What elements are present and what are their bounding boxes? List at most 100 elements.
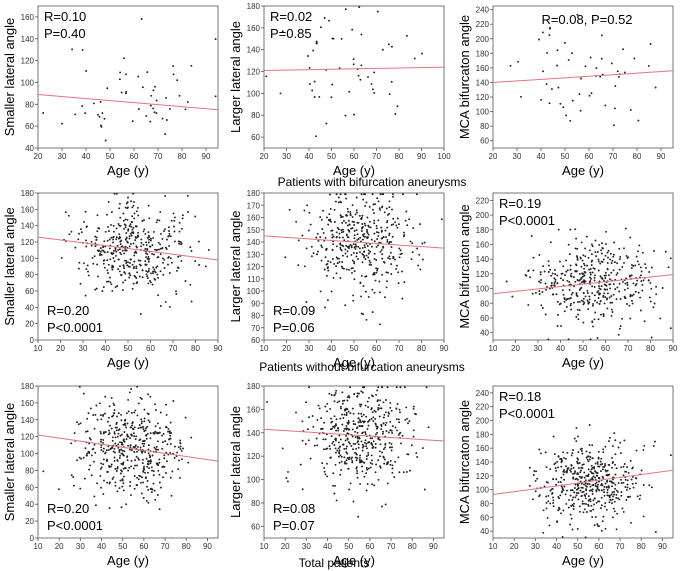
x-tick-label: 70 bbox=[387, 542, 396, 551]
data-point bbox=[556, 274, 559, 277]
y-tick-label: 150 bbox=[247, 226, 261, 235]
data-point bbox=[114, 247, 117, 250]
data-point bbox=[77, 423, 80, 426]
data-point bbox=[405, 210, 408, 213]
data-point bbox=[569, 264, 572, 267]
data-point bbox=[354, 430, 357, 433]
data-point bbox=[90, 474, 93, 477]
data-point bbox=[563, 485, 566, 488]
data-point bbox=[534, 291, 537, 294]
data-point bbox=[144, 263, 147, 266]
data-point bbox=[108, 429, 111, 432]
data-point bbox=[624, 470, 627, 473]
data-point bbox=[315, 437, 318, 440]
data-point bbox=[582, 511, 585, 514]
data-point bbox=[176, 266, 179, 269]
data-point bbox=[366, 237, 369, 240]
data-point bbox=[129, 444, 132, 447]
data-point bbox=[339, 243, 342, 246]
data-point bbox=[281, 30, 284, 33]
data-point bbox=[279, 92, 282, 95]
data-point bbox=[365, 489, 368, 492]
data-point bbox=[664, 250, 667, 253]
data-point bbox=[366, 400, 369, 403]
data-point bbox=[146, 425, 149, 428]
data-point bbox=[155, 221, 158, 224]
data-point bbox=[567, 338, 570, 341]
data-point bbox=[123, 419, 126, 422]
data-point bbox=[351, 407, 354, 410]
data-point bbox=[359, 78, 362, 81]
data-point bbox=[572, 476, 575, 479]
data-point bbox=[605, 470, 608, 473]
data-point bbox=[637, 263, 640, 266]
data-point bbox=[106, 481, 109, 484]
y-tick-label: 60 bbox=[480, 137, 489, 146]
data-point bbox=[141, 462, 144, 465]
y-tick-label: 0 bbox=[30, 336, 35, 345]
x-tick-label: 40 bbox=[327, 344, 336, 353]
data-point bbox=[604, 527, 607, 530]
data-point bbox=[134, 409, 137, 412]
y-tick-label: 180 bbox=[476, 49, 490, 58]
data-point bbox=[122, 475, 125, 478]
data-point bbox=[395, 418, 398, 421]
data-point bbox=[567, 243, 570, 246]
data-point bbox=[329, 407, 332, 410]
data-point bbox=[610, 493, 613, 496]
data-point bbox=[339, 193, 342, 196]
data-point bbox=[116, 435, 119, 438]
data-point bbox=[591, 321, 594, 324]
data-point bbox=[586, 455, 589, 458]
data-point bbox=[626, 257, 629, 259]
data-point bbox=[378, 415, 381, 418]
data-point bbox=[351, 428, 354, 431]
data-point bbox=[561, 535, 564, 538]
data-point bbox=[373, 91, 376, 94]
data-point bbox=[367, 406, 370, 409]
data-point bbox=[114, 451, 116, 454]
data-point bbox=[590, 253, 593, 256]
data-point bbox=[616, 490, 619, 493]
y-tick-label: 80 bbox=[25, 271, 34, 280]
data-point bbox=[155, 445, 158, 448]
data-point bbox=[354, 243, 357, 246]
data-point bbox=[602, 294, 605, 297]
data-point bbox=[328, 392, 331, 395]
data-point bbox=[346, 236, 349, 239]
data-point bbox=[579, 510, 581, 513]
data-point bbox=[325, 247, 328, 250]
y-tick-label: 180 bbox=[247, 382, 261, 391]
data-point bbox=[100, 440, 102, 443]
data-point bbox=[630, 267, 633, 270]
data-point bbox=[114, 442, 117, 445]
data-point bbox=[551, 293, 554, 296]
data-point bbox=[368, 225, 370, 228]
data-point bbox=[351, 456, 354, 459]
data-point bbox=[511, 295, 514, 298]
data-point bbox=[627, 471, 630, 474]
data-point bbox=[122, 265, 125, 268]
data-point bbox=[131, 228, 134, 231]
regression-line bbox=[492, 469, 674, 495]
data-point bbox=[649, 281, 652, 284]
data-point bbox=[335, 265, 338, 268]
data-point bbox=[164, 228, 167, 231]
data-point bbox=[161, 237, 164, 240]
data-point bbox=[542, 70, 545, 73]
regression-line bbox=[492, 70, 674, 83]
data-point bbox=[317, 250, 319, 253]
data-point bbox=[172, 65, 175, 68]
data-point bbox=[324, 256, 327, 259]
data-point bbox=[355, 466, 358, 469]
y-tick-label: 200 bbox=[476, 211, 490, 220]
data-point bbox=[85, 245, 88, 248]
data-point bbox=[106, 269, 109, 272]
data-point bbox=[131, 120, 134, 123]
data-point bbox=[576, 457, 579, 460]
data-point bbox=[575, 477, 578, 480]
data-point bbox=[356, 441, 359, 444]
data-point bbox=[137, 402, 140, 405]
data-point bbox=[594, 476, 597, 479]
regression-line bbox=[37, 236, 219, 261]
